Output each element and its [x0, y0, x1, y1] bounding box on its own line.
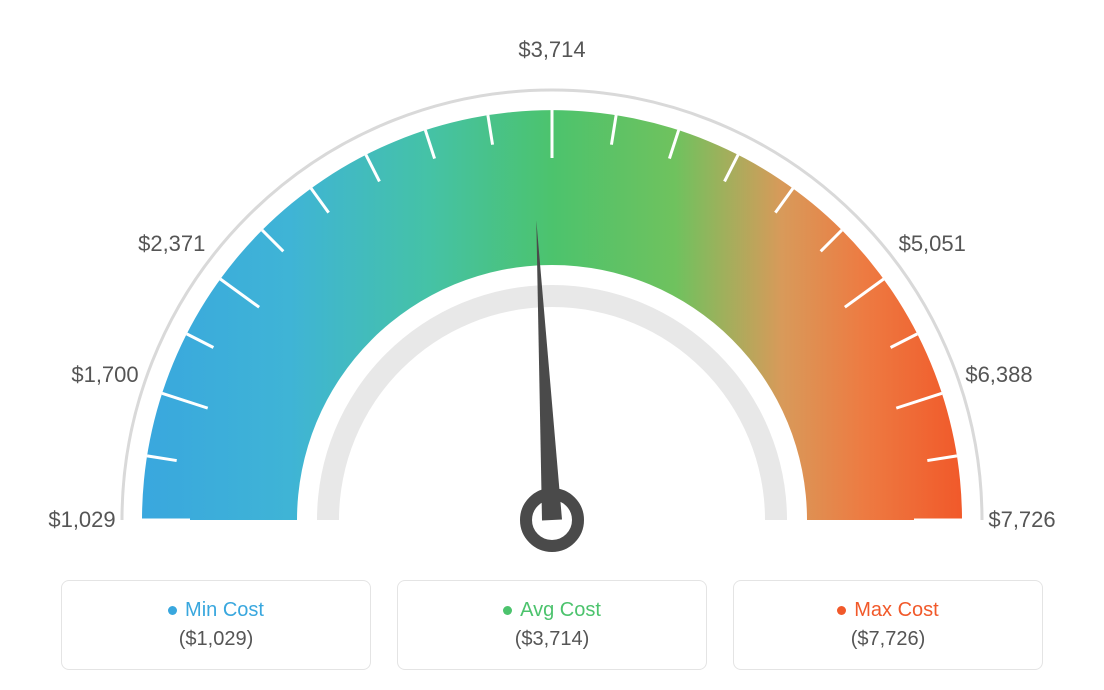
tick-label: $1,029 [48, 507, 115, 533]
legend-card-avg: Avg Cost ($3,714) [397, 580, 707, 670]
legend-row: Min Cost ($1,029) Avg Cost ($3,714) Max … [0, 580, 1104, 670]
legend-value-max: ($7,726) [851, 628, 926, 651]
tick-label: $3,714 [518, 37, 585, 63]
legend-title-text: Avg Cost [520, 599, 601, 622]
legend-value-min: ($1,029) [179, 628, 254, 651]
dot-icon [168, 606, 177, 615]
gauge-area: $1,029 $1,700 $2,371 $3,714 $5,051 $6,388 $7,7… [0, 0, 1104, 560]
legend-title-text: Min Cost [185, 599, 264, 622]
tick-label: $7,726 [988, 507, 1055, 533]
legend-card-max: Max Cost ($7,726) [733, 580, 1043, 670]
dot-icon [837, 606, 846, 615]
dot-icon [503, 606, 512, 615]
legend-value-avg: ($3,714) [515, 628, 590, 651]
tick-label: $2,371 [138, 231, 205, 257]
legend-card-min: Min Cost ($1,029) [61, 580, 371, 670]
legend-title-text: Max Cost [854, 599, 938, 622]
tick-label: $6,388 [965, 362, 1032, 388]
cost-gauge-widget: $1,029 $1,700 $2,371 $3,714 $5,051 $6,388 $7,7… [0, 0, 1104, 690]
legend-title-min: Min Cost [168, 599, 264, 622]
legend-title-max: Max Cost [837, 599, 938, 622]
gauge-svg [0, 0, 1104, 560]
tick-label: $5,051 [899, 231, 966, 257]
legend-title-avg: Avg Cost [503, 599, 601, 622]
tick-label: $1,700 [71, 362, 138, 388]
